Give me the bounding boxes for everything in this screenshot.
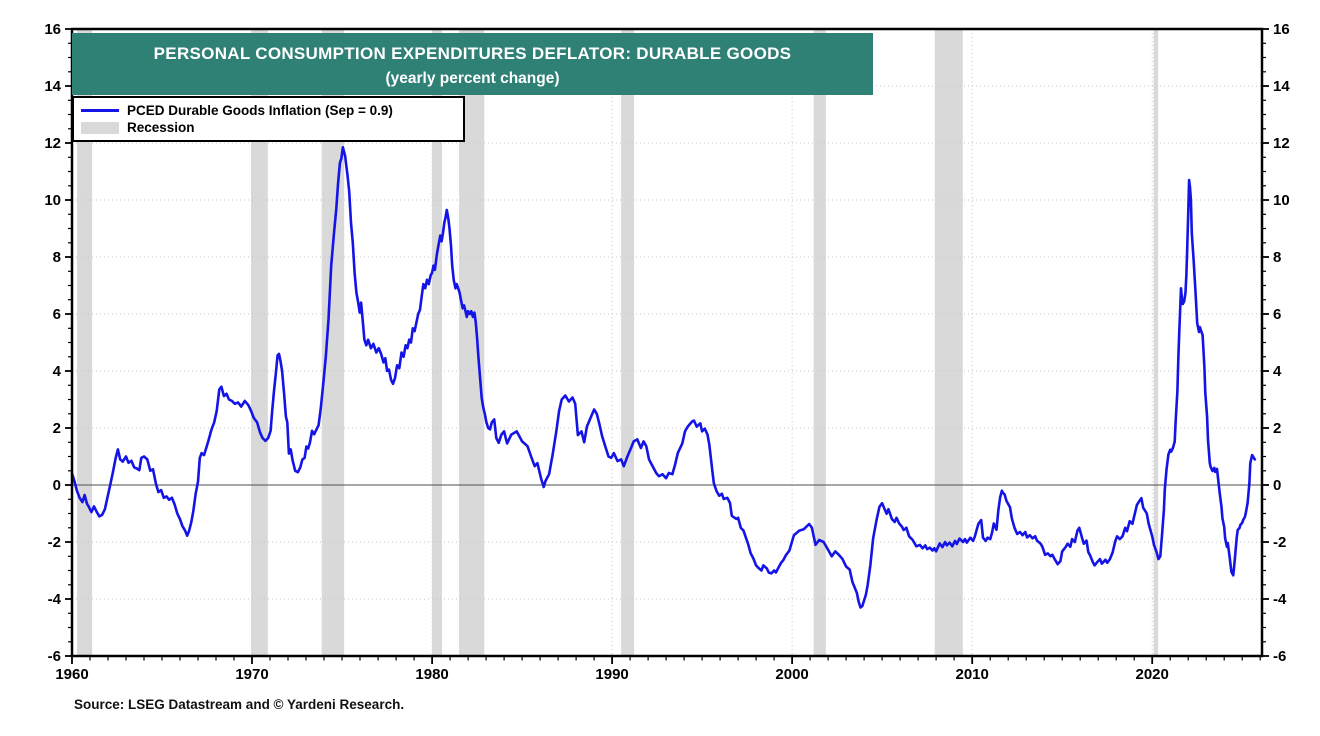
y-tick-label-left: -4 (48, 591, 62, 608)
y-tick-label-right: 14 (1273, 78, 1290, 95)
y-tick-label-left: 6 (53, 306, 61, 323)
legend-line-swatch-icon (81, 109, 119, 112)
y-tick-label-left: -6 (48, 648, 61, 665)
pced-durable-goods-line (70, 146, 1257, 609)
chart-title: PERSONAL CONSUMPTION EXPENDITURES DEFLAT… (153, 44, 792, 63)
legend-item-pced: PCED Durable Goods Inflation (Sep = 0.9) (81, 102, 459, 119)
x-tick-label: 1980 (415, 666, 448, 683)
y-tick-label-right: 6 (1273, 306, 1281, 323)
y-tick-label-right: 12 (1273, 135, 1290, 152)
legend-box: PCED Durable Goods Inflation (Sep = 0.9)… (72, 96, 465, 142)
x-tick-label: 1960 (55, 666, 88, 683)
y-tick-label-right: -4 (1273, 591, 1287, 608)
y-tick-label-right: 8 (1273, 249, 1281, 266)
y-tick-label-right: 2 (1273, 420, 1281, 437)
title-bar: PERSONAL CONSUMPTION EXPENDITURES DEFLAT… (72, 33, 873, 95)
legend-recession-swatch-icon (81, 121, 119, 134)
y-tick-label-left: 2 (53, 420, 61, 437)
y-tick-label-right: -6 (1273, 648, 1286, 665)
y-tick-label-left: -2 (48, 534, 61, 551)
y-tick-label-right: -2 (1273, 534, 1286, 551)
chart-subtitle: (yearly percent change) (385, 70, 560, 87)
y-tick-label-left: 16 (44, 21, 61, 38)
axis-ticks (65, 28, 1269, 664)
x-tick-label: 2010 (956, 666, 989, 683)
x-tick-label: 1970 (235, 666, 268, 683)
legend-item-recession: Recession (81, 119, 459, 136)
y-tick-label-right: 16 (1273, 21, 1290, 38)
y-tick-label-left: 10 (44, 192, 61, 209)
y-tick-label-left: 4 (53, 363, 62, 380)
x-tick-label: 1990 (595, 666, 628, 683)
source-text: Source: LSEG Datastream and © Yardeni Re… (74, 697, 405, 712)
y-tick-label-right: 4 (1273, 363, 1282, 380)
x-tick-label: 2020 (1136, 666, 1169, 683)
x-tick-label: 2000 (775, 666, 808, 683)
y-tick-label-left: 14 (44, 78, 61, 95)
legend-item-label: Recession (127, 120, 195, 135)
y-tick-label-left: 12 (44, 135, 61, 152)
y-tick-label-left: 8 (53, 249, 61, 266)
y-tick-label-left: 0 (53, 477, 61, 494)
y-tick-label-right: 0 (1273, 477, 1281, 494)
y-tick-label-right: 10 (1273, 192, 1290, 209)
legend-item-label: PCED Durable Goods Inflation (Sep = 0.9) (127, 103, 393, 118)
